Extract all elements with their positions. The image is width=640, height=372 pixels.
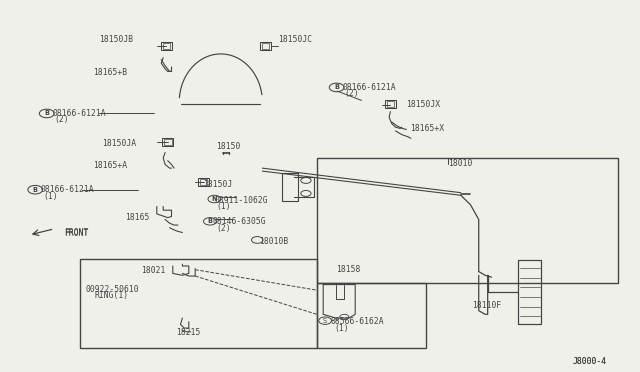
Text: 08166-6121A: 08166-6121A: [52, 109, 106, 118]
Text: J8000-4: J8000-4: [573, 357, 607, 366]
Text: 08911-1062G: 08911-1062G: [214, 196, 268, 205]
Text: (1): (1): [334, 324, 349, 333]
Text: 08146-6305G: 08146-6305G: [212, 217, 266, 226]
Bar: [387, 101, 394, 107]
Bar: [80, 259, 317, 348]
Text: (2): (2): [344, 89, 359, 98]
Bar: [317, 283, 426, 348]
Text: 18150: 18150: [216, 142, 241, 151]
Bar: [518, 260, 541, 324]
Text: 18150JC: 18150JC: [278, 35, 312, 44]
Text: B: B: [44, 110, 49, 116]
Text: (1): (1): [43, 192, 58, 201]
Text: B: B: [207, 218, 212, 224]
Text: 18110F: 18110F: [472, 301, 502, 310]
Text: 18158: 18158: [336, 265, 360, 274]
Text: B: B: [33, 187, 38, 193]
Text: 18165+A: 18165+A: [93, 161, 127, 170]
Bar: [200, 179, 207, 185]
Text: (1): (1): [216, 202, 231, 211]
Text: 18150JA: 18150JA: [102, 139, 136, 148]
Text: FRONT: FRONT: [64, 229, 88, 238]
Bar: [164, 139, 172, 145]
Text: 08166-6121A: 08166-6121A: [342, 83, 396, 92]
Text: FRONT: FRONT: [64, 228, 88, 237]
Bar: [163, 43, 170, 49]
Text: 18010B: 18010B: [259, 237, 289, 246]
Text: 00922-50610: 00922-50610: [85, 285, 139, 294]
Text: 18150J: 18150J: [204, 180, 233, 189]
Text: 08166-6121A: 08166-6121A: [41, 185, 95, 194]
Text: 08566-6162A: 08566-6162A: [330, 317, 384, 326]
Text: 18215: 18215: [176, 328, 200, 337]
Text: B: B: [334, 84, 339, 90]
Bar: [262, 43, 269, 49]
Text: (2): (2): [216, 224, 231, 232]
Text: J8000-4: J8000-4: [573, 357, 607, 366]
Text: 18010: 18010: [448, 159, 472, 168]
Bar: [385, 100, 396, 108]
Text: 18150JX: 18150JX: [406, 100, 440, 109]
Text: 18165: 18165: [125, 213, 149, 222]
Text: 18165+X: 18165+X: [410, 124, 444, 133]
Bar: [260, 42, 271, 50]
Text: (2): (2): [54, 115, 69, 124]
Text: 18021: 18021: [141, 266, 165, 275]
Bar: [161, 42, 172, 50]
Bar: [162, 138, 173, 146]
Text: N: N: [212, 196, 217, 202]
Bar: [317, 158, 618, 283]
Text: RING(1): RING(1): [95, 291, 129, 300]
Text: S: S: [323, 318, 327, 324]
Bar: [198, 178, 209, 186]
Text: 18165+B: 18165+B: [93, 68, 127, 77]
Text: 18150JB: 18150JB: [99, 35, 133, 44]
